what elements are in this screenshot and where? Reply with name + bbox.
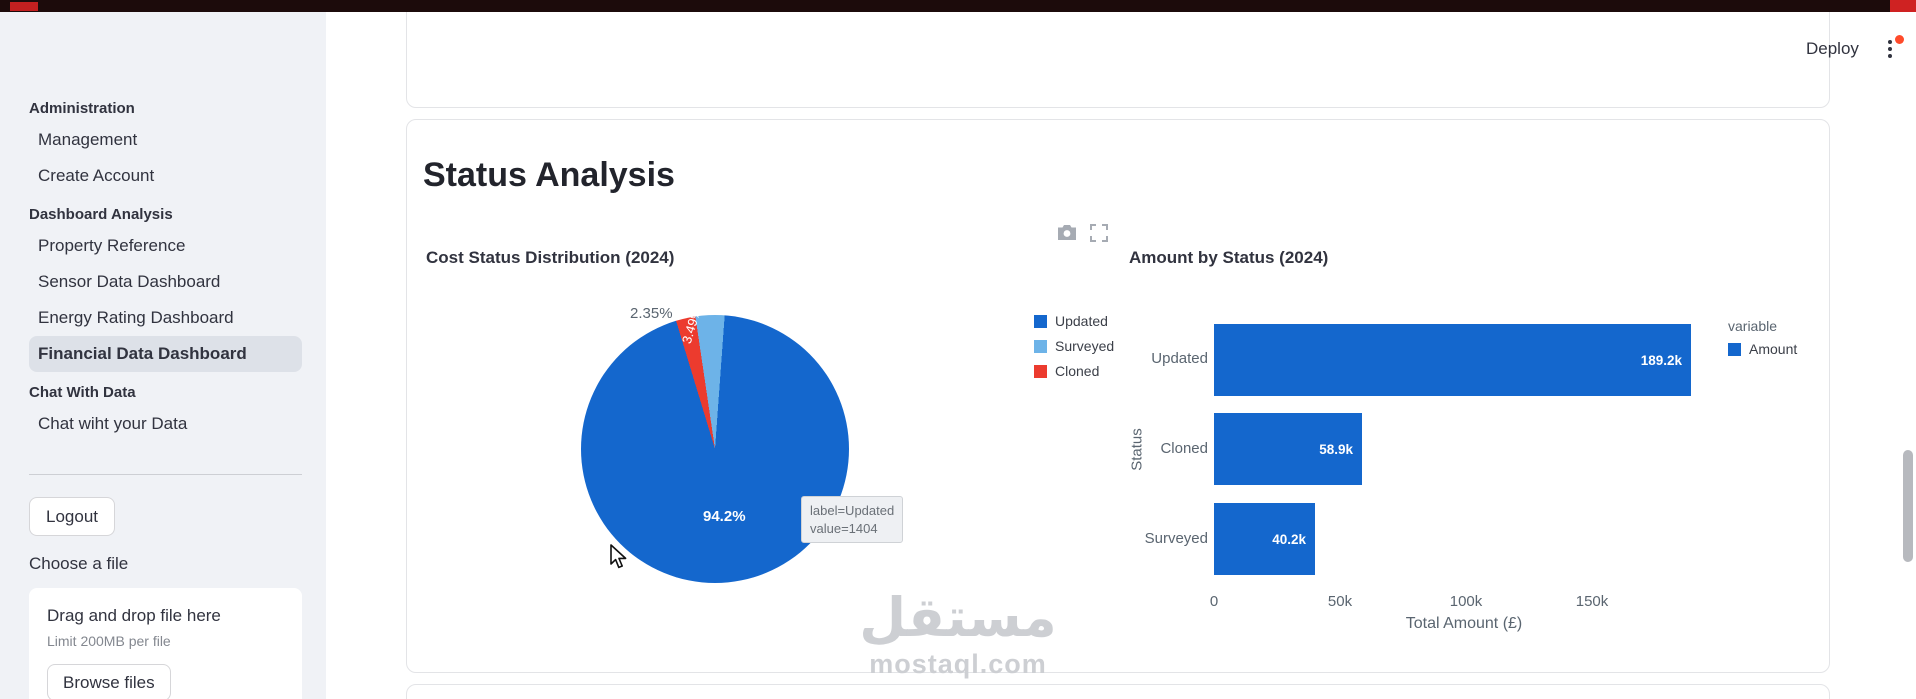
fullscreen-icon[interactable] [1090,224,1108,247]
sidebar-nav: Administration Management Create Account… [29,12,302,442]
dropzone-instruction: Drag and drop file here [47,606,221,625]
legend-item-amount[interactable]: Amount [1728,341,1797,357]
app-window: Administration Management Create Account… [0,12,1916,699]
camera-icon[interactable] [1057,224,1077,247]
notification-badge [1894,35,1904,44]
card-previous-section [406,12,1830,108]
legend-label: Updated [1055,313,1108,329]
pie-chart-title: Cost Status Distribution (2024) [426,248,675,267]
sidebar-section-administration: Administration [29,100,135,117]
vertical-scrollbar-thumb[interactable] [1903,450,1913,562]
chart-hover-tooltip: label=Updated value=1404 [801,496,904,544]
plotly-modebar [1057,224,1108,247]
menu-dot [1887,40,1892,44]
sidebar-item-chat-with-your-data[interactable]: Chat wiht your Data [38,414,188,433]
pie-slice-label-cloned: 2.35% [630,305,673,322]
bar-updated[interactable]: 189.2k [1214,324,1691,396]
sidebar-section-dashboard-analysis: Dashboard Analysis [29,206,173,223]
sidebar-item-sensor-data-dashboard[interactable]: Sensor Data Dashboard [38,272,221,291]
watermark-arabic: مستقل [859,588,1057,648]
x-tick-50k: 50k [1327,593,1353,610]
bar-value-label: 58.9k [1319,441,1353,457]
app-header-actions: Deploy [1806,35,1904,62]
recording-indicator-left [10,2,38,11]
browse-files-button[interactable]: Browse files [47,664,171,699]
bar-legend-title: variable [1728,318,1778,334]
sidebar-item-energy-rating-dashboard[interactable]: Energy Rating Dashboard [38,308,234,327]
x-tick-100k: 100k [1449,593,1483,610]
deploy-button[interactable]: Deploy [1806,39,1859,58]
legend-label: Cloned [1055,363,1100,379]
watermark: مستقل mostaql.com [808,590,1108,680]
legend-swatch-amount [1728,342,1741,356]
legend-swatch-cloned [1034,364,1047,378]
pie-slice-label-updated: 94.2% [703,508,746,525]
menu-dot [1887,54,1892,58]
pie-legend: Updated Surveyed Cloned [1034,313,1114,379]
bar-chart-title: Amount by Status (2024) [1129,248,1329,267]
legend-swatch-updated [1034,314,1047,328]
bar-value-label: 189.2k [1640,352,1682,368]
legend-label: Amount [1749,341,1798,357]
screen-top-strip [0,0,1916,12]
legend-item-surveyed[interactable]: Surveyed [1034,338,1114,354]
bar-value-label: 40.2k [1272,531,1306,547]
page-title: Status Analysis [423,156,675,194]
card-next-section [406,684,1830,699]
recording-indicator-right [1890,0,1916,12]
card-status-analysis: Status Analysis Cost Status Distribution… [406,119,1830,679]
legend-swatch-surveyed [1034,339,1047,353]
logout-button[interactable]: Logout [29,497,115,536]
bar-cloned[interactable]: 58.9k [1214,413,1362,485]
bar-category-cloned: Cloned [1160,440,1208,457]
bar-category-updated: Updated [1151,350,1208,367]
bar-category-surveyed: Surveyed [1144,530,1208,547]
main-content: Deploy Status Analysis Cost Status Dist [326,12,1916,699]
bar-legend: variable Amount [1728,318,1797,357]
sidebar-item-financial-data-dashboard[interactable]: Financial Data Dashboard [29,336,302,372]
sidebar-item-property-reference[interactable]: Property Reference [38,236,186,255]
watermark-latin: mostaql.com [869,648,1047,679]
x-tick-150k: 150k [1575,593,1609,610]
sidebar-section-chat-with-data: Chat With Data [29,384,136,401]
bar-surveyed[interactable]: 40.2k [1214,503,1315,575]
legend-label: Surveyed [1055,338,1115,354]
sidebar-divider [29,474,302,475]
legend-item-updated[interactable]: Updated [1034,313,1114,329]
file-dropzone[interactable]: Drag and drop file here Limit 200MB per … [29,588,302,699]
file-uploader-label: Choose a file [29,554,129,573]
menu-dot [1887,47,1892,51]
legend-item-cloned[interactable]: Cloned [1034,363,1114,379]
sidebar: Administration Management Create Account… [0,12,326,699]
sidebar-item-management[interactable]: Management [38,130,138,149]
sidebar-item-create-account[interactable]: Create Account [38,166,155,185]
dropzone-limit: Limit 200MB per file [47,633,171,649]
tooltip-label-line: label=Updated [810,503,895,518]
tooltip-value-line: value=1404 [810,520,878,536]
mouse-cursor [607,544,629,575]
x-tick-0: 0 [1209,593,1219,610]
overflow-menu-icon[interactable] [1877,35,1904,62]
bar-x-axis-title: Total Amount (£) [1405,615,1523,632]
